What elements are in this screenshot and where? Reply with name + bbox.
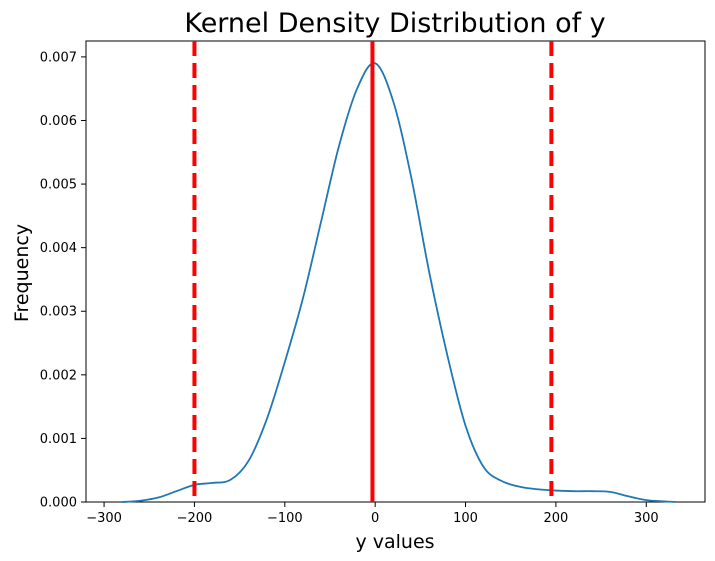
x-tick-label: −200 — [177, 511, 213, 526]
y-axis-ticks: 0.000 0.001 0.002 0.003 0.004 0.005 0.006 0.007 — [40, 50, 86, 511]
y-tick-label: 0.001 — [40, 432, 77, 447]
y-tick-label: 0.002 — [40, 368, 77, 383]
y-tick-label: 0.005 — [40, 178, 77, 193]
x-axis-label: y values — [355, 531, 434, 553]
y-tick-label: 0.006 — [40, 114, 77, 129]
x-tick-label: 0 — [371, 511, 379, 526]
kde-curve-0 — [122, 62, 677, 503]
x-tick-label: 300 — [634, 511, 659, 526]
x-tick-label: 100 — [453, 511, 478, 526]
x-tick-label: −300 — [86, 511, 122, 526]
chart-title: Kernel Density Distribution of y — [184, 8, 605, 39]
x-tick-label: 200 — [543, 511, 568, 526]
y-axis-label: Frequency — [11, 224, 33, 322]
y-tick-label: 0.004 — [40, 241, 77, 256]
x-tick-label: −100 — [267, 511, 303, 526]
y-tick-label: 0.000 — [40, 496, 77, 511]
y-tick-label: 0.007 — [40, 50, 77, 65]
y-tick-label: 0.003 — [40, 305, 77, 320]
plot-area — [85, 40, 706, 503]
x-axis-ticks: −300 −200 −100 0 100 200 300 — [86, 502, 659, 526]
axes-frame — [85, 40, 706, 503]
